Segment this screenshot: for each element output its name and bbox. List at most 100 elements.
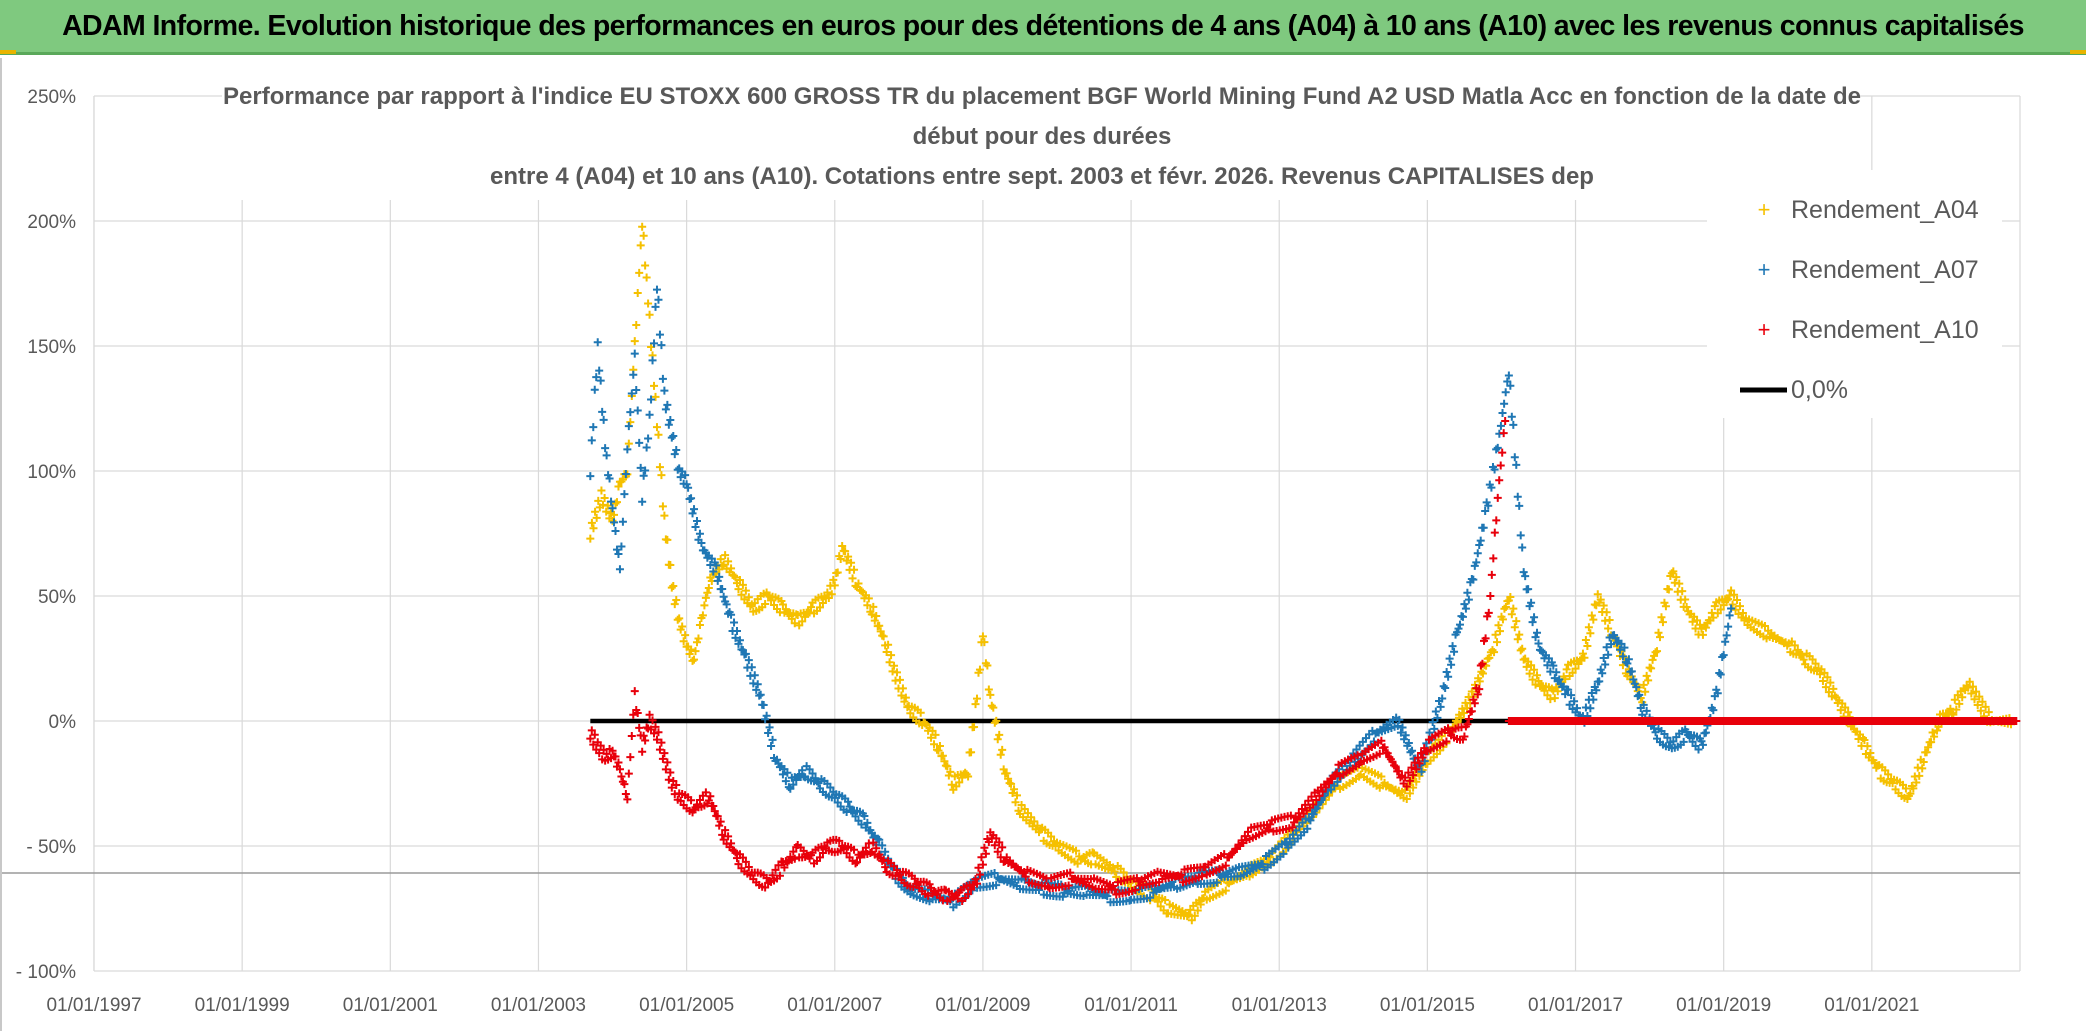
data-point-a07 <box>783 768 792 777</box>
data-point-a07 <box>719 592 728 601</box>
data-point-a04 <box>1007 779 1016 788</box>
data-point-a10 <box>850 845 859 854</box>
data-point-a04 <box>1678 587 1687 596</box>
data-point-a04 <box>1661 602 1670 611</box>
data-point-a04 <box>1965 677 1974 686</box>
data-point-a04 <box>1515 630 1524 639</box>
data-point-a10 <box>972 879 981 888</box>
data-point-a07 <box>648 356 657 365</box>
data-point-a07 <box>1500 399 1509 408</box>
legend-label-a07: Rendement_A07 <box>1791 256 1979 284</box>
x-tick-label: 01/01/2007 <box>787 995 882 1016</box>
data-point-a07 <box>744 656 753 665</box>
data-point-a07 <box>1454 624 1463 633</box>
data-point-a07 <box>765 723 774 732</box>
data-point-a07 <box>638 497 647 506</box>
data-point-a07 <box>1513 492 1522 501</box>
data-point-a04 <box>863 601 872 610</box>
data-point-a10 <box>1486 591 1495 600</box>
data-point-a10 <box>641 736 650 745</box>
data-point-a07 <box>642 443 651 452</box>
data-point-a04 <box>1196 900 1205 909</box>
data-point-a04 <box>1912 778 1921 787</box>
data-point-a04 <box>1724 595 1733 604</box>
data-point-a07 <box>1716 670 1725 679</box>
data-point-a04 <box>1972 687 1981 696</box>
data-point-a04 <box>700 601 709 610</box>
data-point-a04 <box>1826 678 1835 687</box>
data-point-a04 <box>1639 680 1648 689</box>
data-point-a04 <box>1186 905 1195 914</box>
data-point-a07 <box>767 742 776 750</box>
data-point-a04 <box>1183 912 1192 921</box>
data-point-a10 <box>1390 761 1399 770</box>
data-point-a10 <box>1110 885 1119 894</box>
data-point-a07 <box>1642 706 1651 715</box>
data-point-a10 <box>590 730 599 739</box>
data-point-a04 <box>984 685 993 694</box>
data-point-a04 <box>1562 665 1571 674</box>
data-point-a07 <box>1698 740 1707 749</box>
data-point-a07 <box>762 711 771 720</box>
data-point-a04 <box>716 555 725 564</box>
performance-chart: Performance par rapport à l'indice EU ST… <box>2 58 2021 1016</box>
data-point-a04 <box>597 486 606 495</box>
data-point-a04 <box>1950 695 1959 704</box>
data-point-a10 <box>1470 699 1479 708</box>
data-point-a07 <box>624 422 633 431</box>
data-point-a10 <box>596 741 605 750</box>
data-point-a07 <box>1417 767 1426 776</box>
data-point-a07 <box>1490 465 1499 474</box>
data-point-a07 <box>1534 639 1543 648</box>
data-point-a07 <box>1444 672 1453 681</box>
data-point-a07 <box>1438 694 1447 703</box>
data-point-a10 <box>1496 461 1505 470</box>
data-point-a04 <box>876 627 885 636</box>
data-point-a04 <box>724 557 733 566</box>
data-point-a07 <box>1516 531 1525 540</box>
data-point-a10 <box>608 746 617 755</box>
data-point-a04 <box>1605 615 1614 624</box>
data-point-a04 <box>1509 604 1518 613</box>
data-point-a10 <box>866 848 875 857</box>
banner-corner-left <box>0 50 16 54</box>
data-point-a04 <box>1583 641 1592 650</box>
data-point-a07 <box>1552 668 1561 677</box>
data-point-a07 <box>1439 682 1448 691</box>
data-point-a04 <box>698 611 707 620</box>
y-axis-tick-labels: 250% 200% 150% 100% 50% 0% - 50% - 100% <box>16 87 76 983</box>
data-point-a04 <box>1669 567 1678 576</box>
data-point-a04 <box>1409 783 1418 792</box>
x-tick-label: 01/01/1997 <box>46 995 141 1016</box>
data-point-a07 <box>1288 830 1297 839</box>
data-point-a04 <box>867 610 876 619</box>
data-point-a10 <box>734 860 743 869</box>
data-point-a10 <box>713 812 722 821</box>
data-point-a04 <box>761 599 770 608</box>
data-point-a10 <box>664 775 673 784</box>
data-point-a07 <box>1455 620 1464 629</box>
data-point-a04 <box>885 658 894 667</box>
data-point-a04 <box>1491 630 1500 639</box>
data-point-a04 <box>1587 611 1596 620</box>
data-point-a07 <box>645 410 654 419</box>
data-point-a07 <box>1719 651 1728 660</box>
data-point-a04 <box>1519 655 1528 664</box>
data-point-a07 <box>670 450 679 459</box>
data-point-a07 <box>1469 575 1478 584</box>
y-tick-label: - 50% <box>26 837 76 858</box>
x-tick-label: 01/01/2009 <box>935 995 1030 1016</box>
data-point-a04 <box>1655 633 1664 642</box>
legend-marker-a04: + <box>1758 197 1771 222</box>
data-point-a07 <box>617 542 626 551</box>
data-point-a07 <box>768 735 777 744</box>
data-point-a10 <box>724 832 733 841</box>
data-point-a04 <box>1193 906 1202 915</box>
data-point-a04 <box>1709 613 1718 622</box>
data-point-a07 <box>1549 661 1558 670</box>
data-point-a07 <box>1450 647 1459 656</box>
data-point-a04 <box>1475 677 1484 686</box>
data-point-a04 <box>652 423 661 432</box>
data-point-a10 <box>924 891 933 900</box>
data-point-a04 <box>614 482 623 491</box>
